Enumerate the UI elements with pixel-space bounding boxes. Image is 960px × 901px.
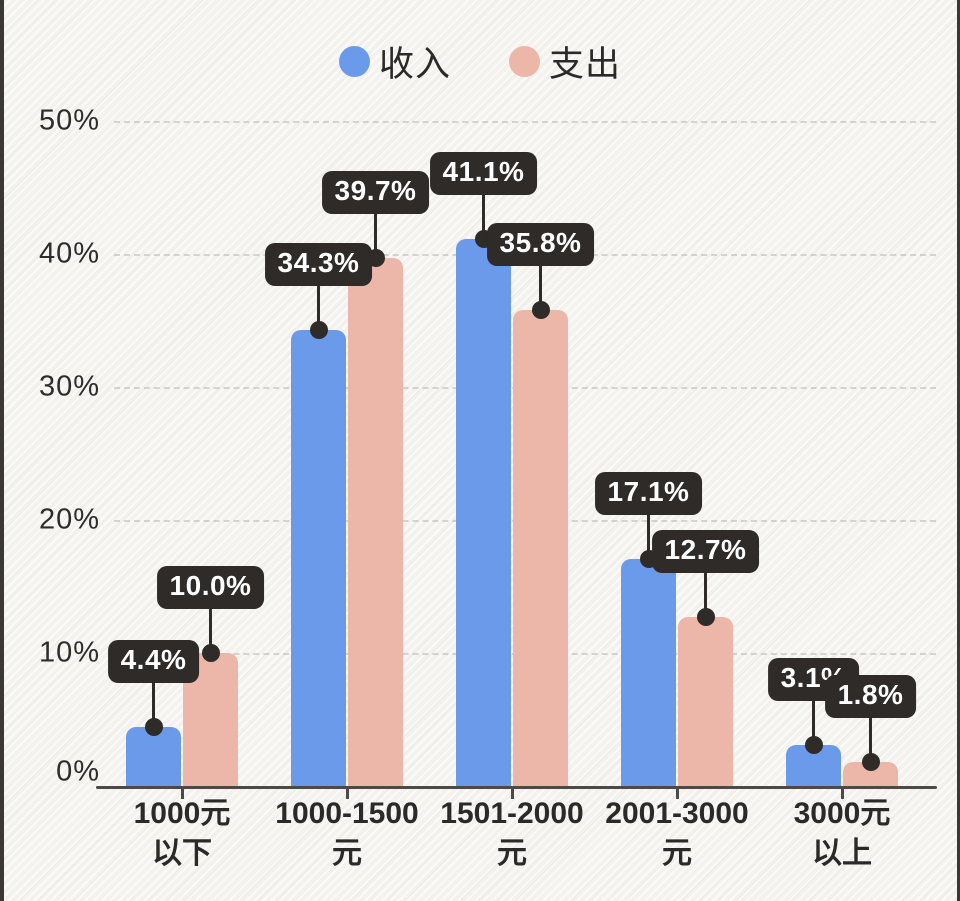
- bar-top-dot: [804, 735, 823, 754]
- x-axis-line: [96, 786, 937, 789]
- x-axis-label-line: 3000元: [793, 797, 891, 830]
- bar-top-dot: [861, 753, 880, 772]
- callout-connector: [209, 609, 212, 653]
- bar-top-dot: [144, 718, 163, 737]
- x-axis-label-0: 1000元以下: [134, 794, 231, 874]
- bar-expense-4: [843, 762, 898, 786]
- expense-swatch-icon: [509, 46, 540, 77]
- chart-legend: 收入 支出: [0, 36, 960, 87]
- x-axis-label-line: 元: [332, 837, 362, 870]
- bar-top-dot: [201, 644, 220, 662]
- callout-connector: [812, 700, 815, 745]
- x-axis-tick-1: [345, 788, 349, 799]
- left-edge-border: [0, 0, 4, 901]
- value-callout-expense-3: 12.7%: [651, 530, 760, 574]
- x-axis-label-line: 1000元: [133, 797, 231, 830]
- y-axis-label-0: 0%: [56, 755, 100, 788]
- x-axis-label-line: 元: [662, 837, 692, 870]
- value-callout-income-2: 41.1%: [429, 152, 538, 196]
- callout-connector: [152, 683, 155, 728]
- income-swatch-icon: [338, 46, 370, 77]
- legend-label-income: 收入: [378, 45, 451, 84]
- callout-connector: [539, 265, 542, 310]
- x-axis-label-line: 2001-3000: [605, 797, 749, 830]
- bar-top-dot: [309, 320, 328, 339]
- bar-top-dot: [696, 608, 715, 627]
- value-callout-expense-0: 10.0%: [156, 566, 265, 609]
- callout-connector: [704, 573, 707, 618]
- x-axis-tick-0: [180, 788, 184, 799]
- value-callout-expense-2: 35.8%: [486, 222, 595, 266]
- y-axis-label-40: 40%: [38, 237, 100, 270]
- y-axis-label-10: 10%: [38, 636, 100, 669]
- legend-label-expense: 支出: [549, 45, 622, 84]
- bar-income-3: [621, 558, 676, 786]
- x-axis-tick-2: [510, 788, 514, 799]
- callout-connector: [647, 514, 650, 559]
- x-axis-label-line: 以上: [812, 837, 872, 870]
- legend-item-expense: 支出: [509, 36, 621, 87]
- value-callout-expense-4: 1.8%: [824, 675, 917, 719]
- bar-expense-3: [678, 617, 733, 786]
- right-edge-border: [957, 0, 960, 901]
- value-callout-income-0: 4.4%: [107, 640, 200, 684]
- x-axis-tick-3: [675, 788, 679, 799]
- x-axis-label-line: 1000-1500: [275, 797, 419, 830]
- value-callout-income-3: 17.1%: [594, 471, 703, 515]
- y-axis-label-20: 20%: [38, 503, 100, 536]
- callout-connector: [482, 195, 485, 240]
- bar-income-0: [126, 727, 181, 786]
- value-callout-expense-1: 39.7%: [321, 170, 430, 214]
- x-axis-label-2: 1501-2000 元: [440, 794, 583, 874]
- bar-income-2: [456, 239, 511, 786]
- legend-item-income: 收入: [338, 36, 451, 87]
- y-axis-label-50: 50%: [38, 104, 100, 137]
- x-axis-label-4: 3000元以上: [794, 794, 891, 874]
- callout-connector: [317, 285, 320, 330]
- bar-income-1: [291, 329, 346, 786]
- x-axis-tick-4: [840, 788, 844, 799]
- x-axis-label-3: 2001-3000 元: [605, 794, 748, 874]
- bar-expense-2: [513, 309, 568, 786]
- x-axis-label-line: 以下: [152, 837, 212, 870]
- bar-expense-1: [348, 257, 403, 786]
- callout-connector: [374, 213, 377, 258]
- x-axis-label-line: 元: [497, 837, 527, 870]
- y-axis-label-30: 30%: [38, 370, 100, 403]
- callout-connector: [869, 718, 872, 763]
- x-axis-label-1: 1000-1500 元: [275, 794, 418, 874]
- gridline-50: [114, 121, 936, 123]
- bar-top-dot: [531, 300, 550, 319]
- x-axis-label-line: 1501-2000: [440, 797, 584, 830]
- value-callout-income-1: 34.3%: [264, 242, 373, 286]
